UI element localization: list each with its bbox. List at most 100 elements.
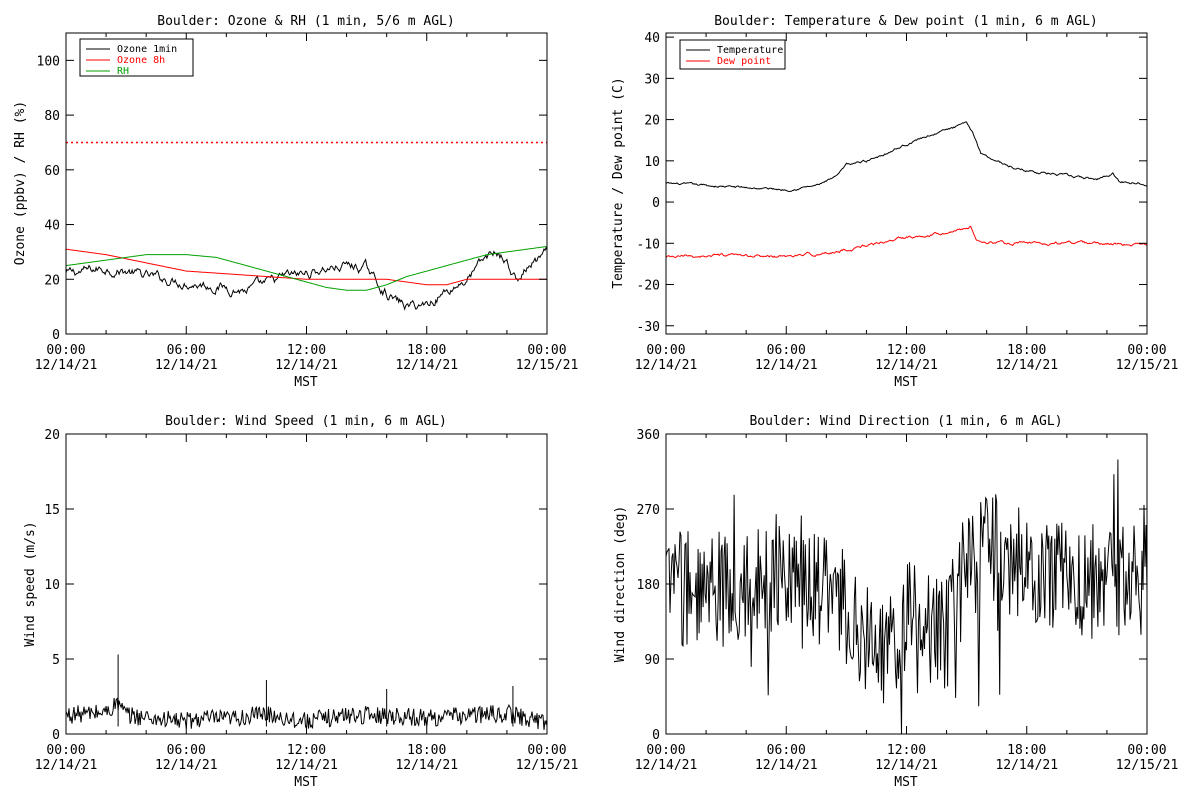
x-tick-label-time: 12:00 bbox=[887, 343, 926, 358]
x-tick-label-time: 06:00 bbox=[167, 743, 206, 758]
chart-title: Boulder: Wind Direction (1 min, 6 m AGL) bbox=[749, 414, 1062, 429]
y-tick-label: 0 bbox=[52, 328, 60, 343]
x-tick-label-time: 06:00 bbox=[167, 343, 206, 358]
y-tick-label: 20 bbox=[644, 114, 660, 129]
x-axis-label: MST bbox=[294, 775, 318, 790]
legend-label-ozone-8h: Ozone 8h bbox=[117, 55, 165, 66]
y-tick-label: -20 bbox=[637, 279, 660, 294]
y-tick-label: 5 bbox=[52, 653, 60, 668]
y-tick-label: 20 bbox=[44, 273, 60, 288]
x-tick-label-time: 00:00 bbox=[46, 743, 85, 758]
legend-box bbox=[679, 39, 786, 70]
y-axis-label: Wind direction (deg) bbox=[613, 506, 628, 663]
series-line-data bbox=[65, 697, 548, 730]
x-tick-label-date: 12/14/21 bbox=[755, 358, 818, 373]
ozone-rh-panel: Boulder: Ozone & RH (1 min, 5/6 m AGL) M… bbox=[13, 14, 578, 390]
x-tick-label-time: 18:00 bbox=[1007, 343, 1046, 358]
series-line-data bbox=[665, 459, 1148, 735]
y-tick-label: 20 bbox=[44, 428, 60, 443]
y-tick-label: 0 bbox=[652, 728, 660, 743]
x-tick-label-date: 12/14/21 bbox=[275, 758, 338, 773]
x-tick-label-date: 12/14/21 bbox=[635, 358, 698, 373]
legend: Temperature Dew point bbox=[679, 39, 786, 70]
plot-frame bbox=[665, 32, 1148, 335]
wind-direction-panel: Boulder: Wind Direction (1 min, 6 m AGL)… bbox=[613, 414, 1178, 790]
x-tick-label-date: 12/14/21 bbox=[875, 358, 938, 373]
plot-frame bbox=[665, 433, 1148, 735]
y-tick-label: 80 bbox=[44, 109, 60, 124]
plot-frame bbox=[65, 433, 548, 735]
x-tick-label-time: 00:00 bbox=[646, 743, 685, 758]
y-tick-label: -30 bbox=[637, 320, 660, 335]
x-tick-label-date: 12/14/21 bbox=[755, 758, 818, 773]
y-tick-label: 10 bbox=[644, 155, 660, 170]
x-tick-label-date: 12/14/21 bbox=[155, 758, 218, 773]
x-tick-label-time: 00:00 bbox=[1127, 743, 1166, 758]
x-tick-label-time: 00:00 bbox=[646, 343, 685, 358]
wind-speed-panel: Boulder: Wind Speed (1 min, 6 m AGL) MST… bbox=[23, 414, 578, 790]
x-tick-label-date: 12/14/21 bbox=[995, 758, 1058, 773]
x-tick-label-date: 12/15/21 bbox=[1116, 758, 1179, 773]
x-tick-label-date: 12/14/21 bbox=[275, 358, 338, 373]
series-line-dew-point bbox=[665, 225, 1148, 259]
x-tick-label-date: 12/15/21 bbox=[1116, 358, 1179, 373]
x-tick-label-time: 18:00 bbox=[407, 743, 446, 758]
y-tick-label: 40 bbox=[44, 219, 60, 234]
x-tick-label-time: 12:00 bbox=[287, 343, 326, 358]
x-tick-label-time: 00:00 bbox=[1127, 343, 1166, 358]
y-tick-label: 0 bbox=[652, 196, 660, 211]
legend-label-temperature: Temperature bbox=[717, 45, 783, 56]
x-tick-label-date: 12/14/21 bbox=[395, 758, 458, 773]
y-axis-label: Ozone (ppbv) / RH (%) bbox=[13, 101, 28, 265]
y-tick-label: 60 bbox=[44, 164, 60, 179]
x-tick-label-time: 06:00 bbox=[767, 343, 806, 358]
legend-label-rh: RH bbox=[117, 66, 129, 77]
chart-title: Boulder: Temperature & Dew point (1 min,… bbox=[714, 14, 1098, 29]
chart-title: Boulder: Wind Speed (1 min, 6 m AGL) bbox=[165, 414, 447, 429]
y-axis-label: Wind speed (m/s) bbox=[23, 521, 38, 646]
y-tick-label: 15 bbox=[44, 503, 60, 518]
y-axis-label: Temperature / Dew point (C) bbox=[611, 77, 626, 288]
x-tick-label-date: 12/14/21 bbox=[35, 758, 98, 773]
x-tick-label-date: 12/14/21 bbox=[875, 758, 938, 773]
x-tick-label-date: 12/14/21 bbox=[395, 358, 458, 373]
x-tick-label-time: 12:00 bbox=[887, 743, 926, 758]
x-tick-label-time: 00:00 bbox=[46, 343, 85, 358]
legend: Ozone 1min Ozone 8h RH bbox=[79, 38, 194, 77]
temperature-dewpoint-panel: Boulder: Temperature & Dew point (1 min,… bbox=[611, 14, 1178, 390]
legend-label-dew-point: Dew point bbox=[717, 56, 771, 67]
x-tick-label-time: 00:00 bbox=[527, 343, 566, 358]
series-line-temperature bbox=[665, 121, 1148, 192]
y-tick-label: -10 bbox=[637, 237, 660, 252]
y-tick-label: 40 bbox=[644, 31, 660, 46]
x-tick-label-time: 00:00 bbox=[527, 743, 566, 758]
series-line-ozone-1min bbox=[65, 246, 548, 311]
y-tick-label: 360 bbox=[637, 428, 660, 443]
x-axis-label: MST bbox=[894, 775, 918, 790]
legend-label-ozone-1min: Ozone 1min bbox=[117, 44, 177, 55]
x-axis-label: MST bbox=[294, 375, 318, 390]
x-tick-label-date: 12/14/21 bbox=[35, 358, 98, 373]
plot-frame bbox=[65, 32, 548, 335]
legend-box bbox=[79, 38, 194, 77]
y-tick-label: 90 bbox=[644, 653, 660, 668]
y-tick-label: 270 bbox=[637, 503, 660, 518]
x-tick-label-date: 12/14/21 bbox=[155, 358, 218, 373]
y-tick-label: 30 bbox=[644, 72, 660, 87]
y-tick-label: 180 bbox=[637, 578, 660, 593]
x-tick-label-time: 18:00 bbox=[1007, 743, 1046, 758]
x-tick-label-time: 06:00 bbox=[767, 743, 806, 758]
x-tick-label-date: 12/15/21 bbox=[516, 358, 579, 373]
x-axis-label: MST bbox=[894, 375, 918, 390]
chart-title: Boulder: Ozone & RH (1 min, 5/6 m AGL) bbox=[157, 14, 454, 29]
y-tick-label: 10 bbox=[44, 578, 60, 593]
y-tick-label: 0 bbox=[52, 728, 60, 743]
x-tick-label-date: 12/14/21 bbox=[995, 358, 1058, 373]
series-line-rh bbox=[65, 245, 548, 291]
x-tick-label-date: 12/14/21 bbox=[635, 758, 698, 773]
series-line-ozone-8h bbox=[65, 248, 547, 286]
y-tick-label: 100 bbox=[37, 54, 60, 69]
x-tick-label-date: 12/15/21 bbox=[516, 758, 579, 773]
x-tick-label-time: 18:00 bbox=[407, 343, 446, 358]
